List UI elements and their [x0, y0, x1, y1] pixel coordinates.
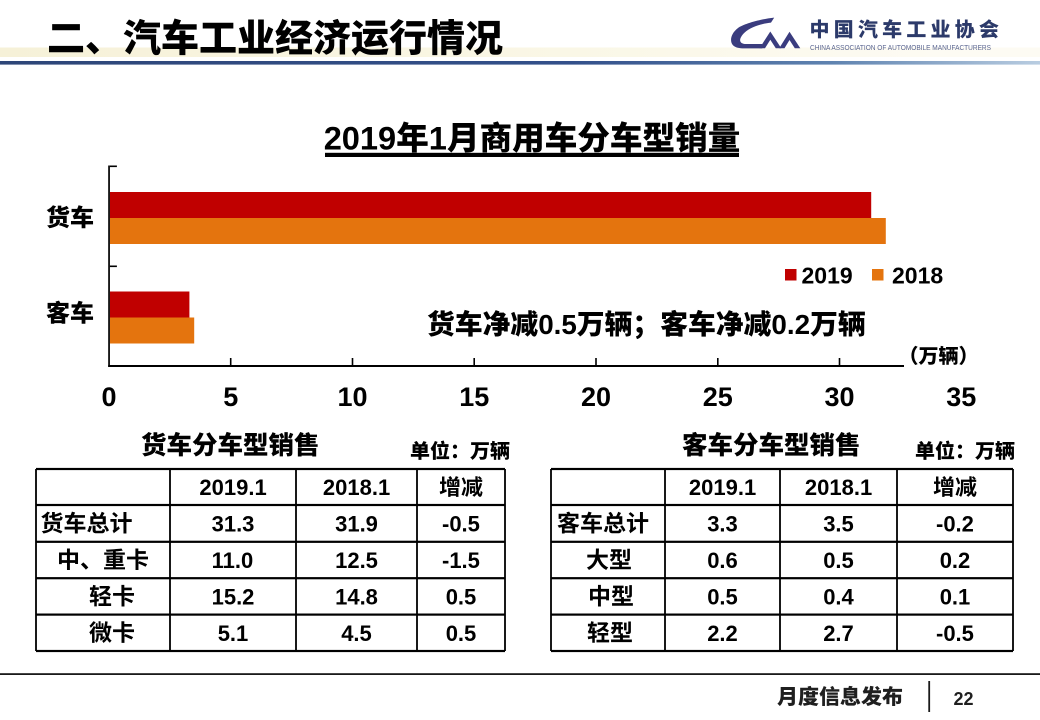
svg-text:2019.1: 2019.1: [199, 475, 266, 500]
svg-text:3.5: 3.5: [823, 511, 854, 536]
svg-text:0.2: 0.2: [940, 548, 971, 573]
svg-text:0.5: 0.5: [538, 309, 577, 340]
svg-text:2018.1: 2018.1: [323, 475, 390, 500]
svg-text:31.9: 31.9: [335, 511, 378, 536]
svg-text:2019: 2019: [802, 263, 853, 289]
svg-text:2019.1: 2019.1: [689, 475, 756, 500]
svg-text:-1.5: -1.5: [442, 548, 480, 573]
svg-text:0.5: 0.5: [707, 584, 738, 609]
svg-text:5.1: 5.1: [218, 621, 249, 646]
svg-text:0.5: 0.5: [823, 548, 854, 573]
svg-text:0.1: 0.1: [940, 584, 971, 609]
svg-text:2019: 2019: [324, 120, 396, 157]
svg-text:2.2: 2.2: [707, 621, 738, 646]
svg-text:0.5: 0.5: [446, 584, 477, 609]
svg-text:2018.1: 2018.1: [805, 475, 872, 500]
svg-text:0.2: 0.2: [771, 309, 810, 340]
svg-text:25: 25: [703, 382, 733, 412]
svg-text:1: 1: [429, 120, 447, 157]
svg-text:14.8: 14.8: [335, 584, 378, 609]
svg-text:-0.5: -0.5: [442, 511, 480, 536]
svg-text:3.3: 3.3: [707, 511, 738, 536]
svg-text:35: 35: [946, 382, 976, 412]
svg-text:30: 30: [825, 382, 855, 412]
svg-text:0.4: 0.4: [823, 584, 854, 609]
svg-text:12.5: 12.5: [335, 548, 378, 573]
svg-text:0.5: 0.5: [446, 621, 477, 646]
svg-text:15: 15: [459, 382, 489, 412]
svg-text:5: 5: [223, 382, 238, 412]
svg-text:20: 20: [581, 382, 611, 412]
svg-text:0: 0: [102, 382, 117, 412]
svg-text:22: 22: [954, 689, 974, 709]
svg-text:11.0: 11.0: [212, 548, 254, 573]
svg-text:CHINA ASSOCIATION OF AUTOMOBIL: CHINA ASSOCIATION OF AUTOMOBILE MANUFACT…: [810, 43, 991, 52]
svg-text:10: 10: [338, 382, 368, 412]
svg-text:2.7: 2.7: [823, 621, 854, 646]
svg-text:0.6: 0.6: [707, 548, 738, 573]
svg-text:4.5: 4.5: [341, 621, 372, 646]
svg-text:31.3: 31.3: [212, 511, 255, 536]
svg-text:-0.2: -0.2: [936, 511, 974, 536]
svg-text:-0.5: -0.5: [936, 621, 974, 646]
svg-text:2018: 2018: [892, 263, 943, 289]
svg-text:15.2: 15.2: [212, 584, 255, 609]
